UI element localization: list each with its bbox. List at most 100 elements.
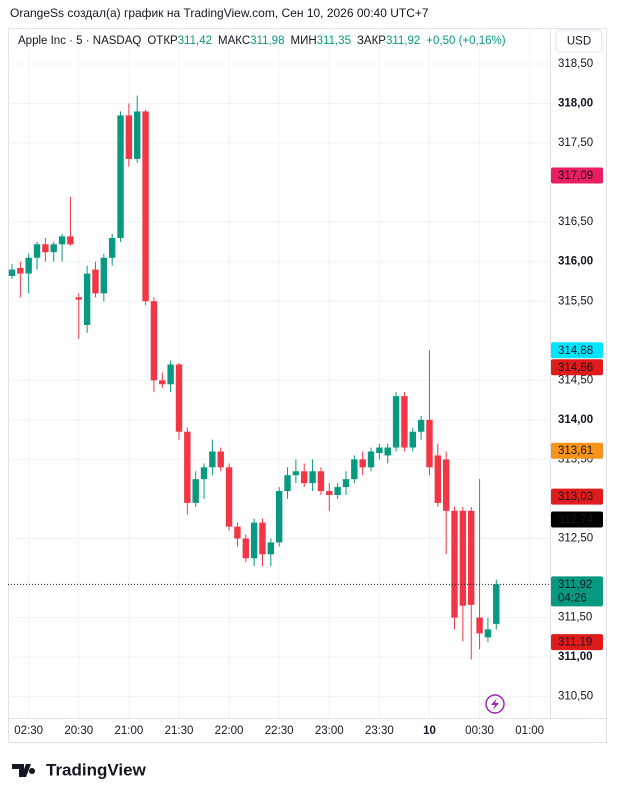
legend-item: 311,98 — [250, 35, 284, 47]
x-tick-label: 10 — [423, 725, 436, 737]
x-tick-label: 21:30 — [165, 725, 194, 737]
y-tick-label: 318,50 — [558, 58, 593, 70]
price-countdown: 04:26 — [558, 592, 587, 604]
candle-body — [401, 396, 408, 448]
price-badge — [551, 342, 603, 359]
candle-body — [493, 584, 500, 624]
candle-body — [234, 526, 241, 539]
candle-body — [83, 273, 91, 325]
y-tick-label: 315,50 — [558, 295, 593, 307]
symbol-legend: Apple Inc · 5 · NASDAQ ОТКР311,42 МАКС311,… — [18, 35, 506, 47]
x-tick-label: 01:00 — [515, 725, 544, 737]
candle-body — [342, 479, 350, 488]
candle-body — [275, 491, 283, 543]
candle-body — [476, 617, 483, 634]
x-tick-label: 22:30 — [265, 725, 294, 737]
candle-body — [217, 451, 224, 468]
candle-body — [434, 455, 442, 503]
candle-body — [384, 447, 391, 456]
price-badge-label: 317,09 — [558, 170, 593, 182]
x-tick-label: 20:30 — [64, 725, 93, 737]
y-tick-label: 314,00 — [558, 414, 593, 426]
candle-body — [317, 471, 325, 492]
candle-body — [392, 396, 400, 448]
candle-body — [267, 542, 275, 555]
alert-icon-bolt[interactable] — [491, 698, 499, 710]
candle-body — [184, 431, 191, 503]
price-badge-label: 314,86 — [558, 362, 593, 374]
legend: Apple Inc · 5 · NASDAQ ОТКР311,42 МАКС311,… — [18, 35, 506, 47]
price-badge-label: 311,19 — [558, 637, 592, 649]
candle-body — [250, 522, 258, 559]
currency-button[interactable] — [555, 29, 603, 53]
brand-name: TradingView — [46, 760, 147, 779]
candle-body — [284, 475, 291, 492]
candle-body — [376, 447, 383, 454]
logo-mark — [12, 764, 36, 777]
candle-body — [426, 419, 433, 468]
x-tick-label: 02:30 — [14, 725, 43, 737]
price-badge-label: 313,61 — [558, 445, 593, 457]
candle-body — [409, 431, 416, 448]
legend-item: 311,42 — [178, 35, 212, 47]
y-tick-label: 316,00 — [558, 256, 593, 268]
candle-body — [484, 629, 492, 638]
alert-icon-circle[interactable] — [485, 694, 505, 714]
price-badge — [551, 359, 603, 376]
y-tick-label: 312,50 — [558, 533, 593, 545]
candle-body — [108, 237, 116, 258]
y-tick-label: 311,50 — [558, 612, 592, 624]
candle-body — [417, 419, 425, 432]
candle-body — [100, 257, 108, 294]
legend-item: 311,35 — [317, 35, 351, 47]
attribution: OrangeSs создал(а) график на TradingView… — [10, 6, 429, 20]
candle-body — [75, 297, 82, 300]
candle-body — [58, 236, 66, 245]
x-tick-label: 23:00 — [315, 725, 344, 737]
price-badge — [551, 442, 603, 459]
alert-icon[interactable] — [485, 694, 505, 714]
candle-body — [367, 451, 375, 468]
candle-body — [359, 459, 366, 468]
legend-item: МИН — [290, 35, 316, 47]
x-tick-label: 21:00 — [114, 725, 143, 737]
candle-body — [451, 510, 458, 618]
candle-body — [309, 471, 316, 484]
price-badge — [551, 576, 603, 607]
chart-frame — [8, 28, 607, 743]
price-badge — [551, 511, 603, 528]
y-axis: 318,50 318,00 317,50 316,50 316,00 315,50 314,… — [551, 58, 603, 703]
y-tick-label: 314,50 — [558, 374, 593, 386]
candle-body — [33, 244, 41, 258]
price-badge — [551, 488, 603, 505]
price-badge-label: 311,92 — [558, 579, 592, 591]
candle-body — [117, 115, 124, 238]
candle-body — [242, 538, 249, 559]
y-tick-label: 318,00 — [558, 98, 593, 110]
x-tick-label: 22:00 — [215, 725, 244, 737]
candle-body — [351, 459, 358, 480]
candle-body — [292, 471, 300, 476]
candle-body — [150, 301, 158, 381]
candle-body — [200, 467, 208, 480]
candle-body — [175, 364, 183, 432]
legend-item: МАКС — [218, 35, 250, 47]
legend-item: ОТКР — [147, 35, 178, 47]
candle-body — [42, 244, 49, 253]
currency[interactable]: USD — [567, 36, 591, 48]
candle-body — [142, 111, 149, 302]
x-tick-label: 23:30 — [365, 725, 394, 737]
price-badge-label: 312,74 — [558, 514, 594, 526]
candle-body — [334, 487, 341, 495]
candle-body — [259, 522, 266, 555]
candle-body — [125, 115, 133, 159]
candle-body — [134, 111, 141, 159]
price-badge-label: 313,03 — [558, 491, 593, 503]
brand-logo: TradingView — [12, 760, 147, 779]
legend-item: +0,50 (+0,16%) — [426, 35, 505, 47]
candle-body — [67, 236, 74, 245]
candle-body — [326, 491, 333, 495]
y-tick-label: 316,50 — [558, 216, 593, 228]
